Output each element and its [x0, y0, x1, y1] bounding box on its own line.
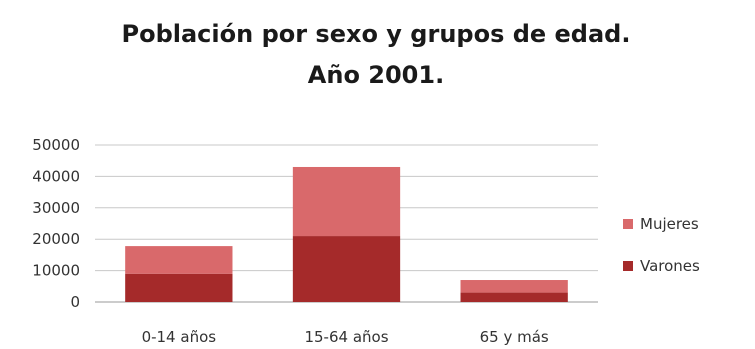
y-tick-label: 20000: [32, 230, 80, 248]
legend-label-varones: Varones: [640, 257, 700, 275]
bar-varones: [460, 292, 568, 302]
legend-swatch-varones: [623, 261, 633, 271]
x-tick-label: 0-14 años: [142, 328, 217, 346]
y-tick-label: 30000: [32, 199, 80, 217]
bar-mujeres: [125, 246, 233, 274]
bar-mujeres: [460, 280, 568, 293]
y-tick-label: 0: [70, 293, 80, 311]
y-axis: 0 10000 20000 30000 40000 50000: [32, 136, 80, 311]
chart-title-line-1: Población por sexo y grupos de edad.: [122, 20, 631, 48]
bar-varones: [292, 236, 401, 302]
bar-varones: [125, 273, 233, 302]
x-axis: 0-14 años 15-64 años 65 y más: [142, 328, 549, 346]
legend-label-mujeres: Mujeres: [640, 215, 699, 233]
y-tick-label: 10000: [32, 262, 80, 280]
bars: [125, 166, 568, 302]
y-tick-label: 50000: [32, 136, 80, 154]
chart-title: Población por sexo y grupos de edad. Año…: [122, 20, 631, 89]
y-tick-label: 40000: [32, 167, 80, 185]
x-tick-label: 15-64 años: [304, 328, 388, 346]
bar-mujeres: [292, 166, 401, 237]
legend: Mujeres Varones: [623, 215, 700, 275]
x-tick-label: 65 y más: [480, 328, 549, 346]
chart-title-line-2: Año 2001.: [308, 61, 444, 89]
legend-swatch-mujeres: [623, 219, 633, 229]
